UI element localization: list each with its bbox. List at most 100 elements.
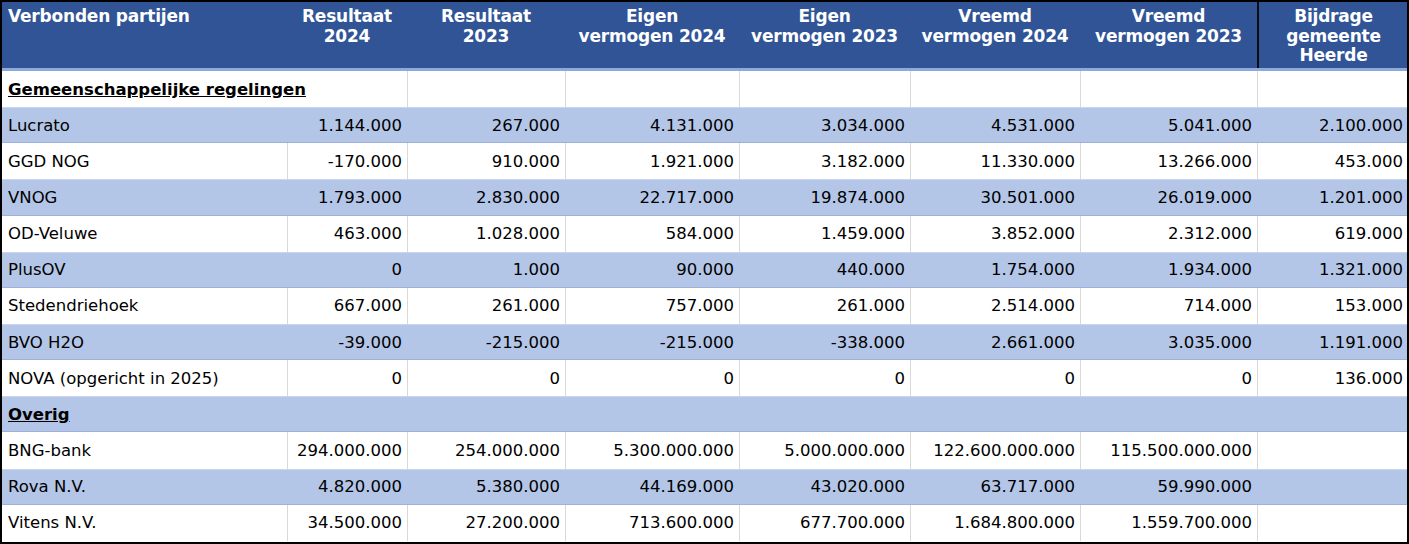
table-row-bvo-h2o: BVO H2O-39.000-215.000-215.000-338.0002.… bbox=[2, 324, 1407, 360]
value-cell-vreemd-vermogen-2024: 30.501.000 bbox=[910, 180, 1080, 214]
row-label: Vitens N.V. bbox=[2, 505, 287, 541]
section-row-gemeenschappelijke-regelingen: Gemeenschappelijke regelingen bbox=[2, 71, 1407, 107]
value-cell-vreemd-vermogen-2023: 0 bbox=[1080, 360, 1257, 396]
value-cell-eigen-vermogen-2024: 757.000 bbox=[565, 288, 739, 324]
value-cell-vreemd-vermogen-2023: 3.035.000 bbox=[1080, 325, 1257, 359]
value-cell-resultaat-2024: 4.820.000 bbox=[287, 470, 407, 504]
empty-cell bbox=[910, 397, 1080, 431]
value-cell-vreemd-vermogen-2024: 122.600.000.000 bbox=[910, 432, 1080, 468]
value-cell-eigen-vermogen-2024: 4.131.000 bbox=[565, 108, 739, 142]
section-label: Overig bbox=[2, 397, 407, 431]
value-cell-resultaat-2023: -215.000 bbox=[407, 325, 565, 359]
empty-cell bbox=[1080, 71, 1257, 107]
table-row-stedendriehoek: Stedendriehoek667.000261.000757.000261.0… bbox=[2, 288, 1407, 324]
column-header-vreemd-vermogen-2024: Vreemd vermogen 2024 bbox=[910, 2, 1080, 68]
value-cell-resultaat-2024: 294.000.000 bbox=[287, 432, 407, 468]
value-cell-bijdrage-gemeente-heerde bbox=[1257, 432, 1408, 468]
table-row-lucrato: Lucrato1.144.000267.0004.131.0003.034.00… bbox=[2, 107, 1407, 143]
value-cell-bijdrage-gemeente-heerde bbox=[1257, 505, 1408, 541]
table-row-vitens-n-v: Vitens N.V.34.500.00027.200.000713.600.0… bbox=[2, 505, 1407, 541]
value-cell-vreemd-vermogen-2023: 26.019.000 bbox=[1080, 180, 1257, 214]
table-row-od-veluwe: OD-Veluwe463.0001.028.000584.0001.459.00… bbox=[2, 216, 1407, 252]
value-cell-eigen-vermogen-2023: 5.000.000.000 bbox=[739, 432, 910, 468]
value-cell-vreemd-vermogen-2024: 63.717.000 bbox=[910, 470, 1080, 504]
column-header-eigen-vermogen-2024: Eigen vermogen 2024 bbox=[565, 2, 739, 68]
value-cell-resultaat-2024: 1.144.000 bbox=[287, 108, 407, 142]
value-cell-bijdrage-gemeente-heerde: 2.100.000 bbox=[1257, 108, 1408, 142]
table-header-row: Verbonden partijenResultaat 2024Resultaa… bbox=[2, 2, 1407, 71]
value-cell-vreemd-vermogen-2024: 1.754.000 bbox=[910, 253, 1080, 287]
value-cell-vreemd-vermogen-2023: 714.000 bbox=[1080, 288, 1257, 324]
value-cell-vreemd-vermogen-2024: 11.330.000 bbox=[910, 143, 1080, 179]
empty-cell bbox=[565, 71, 739, 107]
value-cell-eigen-vermogen-2024: 713.600.000 bbox=[565, 505, 739, 541]
value-cell-eigen-vermogen-2023: 261.000 bbox=[739, 288, 910, 324]
value-cell-vreemd-vermogen-2024: 4.531.000 bbox=[910, 108, 1080, 142]
value-cell-eigen-vermogen-2024: 5.300.000.000 bbox=[565, 432, 739, 468]
value-cell-vreemd-vermogen-2023: 1.559.700.000 bbox=[1080, 505, 1257, 541]
empty-cell bbox=[739, 397, 910, 431]
value-cell-resultaat-2024: 0 bbox=[287, 253, 407, 287]
row-label: Stedendriehoek bbox=[2, 288, 287, 324]
value-cell-vreemd-vermogen-2024: 1.684.800.000 bbox=[910, 505, 1080, 541]
value-cell-eigen-vermogen-2023: 43.020.000 bbox=[739, 470, 910, 504]
section-label-text: Overig bbox=[8, 405, 70, 424]
empty-cell bbox=[910, 71, 1080, 107]
row-label: BVO H2O bbox=[2, 325, 287, 359]
column-header-verbonden-partijen: Verbonden partijen bbox=[2, 2, 287, 68]
empty-cell bbox=[565, 397, 739, 431]
value-cell-eigen-vermogen-2024: 22.717.000 bbox=[565, 180, 739, 214]
value-cell-vreemd-vermogen-2024: 2.661.000 bbox=[910, 325, 1080, 359]
value-cell-eigen-vermogen-2024: 1.921.000 bbox=[565, 143, 739, 179]
value-cell-eigen-vermogen-2024: 584.000 bbox=[565, 216, 739, 252]
value-cell-resultaat-2024: -170.000 bbox=[287, 143, 407, 179]
row-label: PlusOV bbox=[2, 253, 287, 287]
value-cell-resultaat-2023: 0 bbox=[407, 360, 565, 396]
value-cell-bijdrage-gemeente-heerde bbox=[1257, 470, 1408, 504]
empty-cell bbox=[407, 71, 565, 107]
value-cell-vreemd-vermogen-2023: 115.500.000.000 bbox=[1080, 432, 1257, 468]
value-cell-resultaat-2023: 254.000.000 bbox=[407, 432, 565, 468]
row-label: Lucrato bbox=[2, 108, 287, 142]
value-cell-eigen-vermogen-2024: 0 bbox=[565, 360, 739, 396]
empty-cell bbox=[1080, 397, 1257, 431]
value-cell-bijdrage-gemeente-heerde: 136.000 bbox=[1257, 360, 1408, 396]
value-cell-vreemd-vermogen-2023: 2.312.000 bbox=[1080, 216, 1257, 252]
column-header-eigen-vermogen-2023: Eigen vermogen 2023 bbox=[739, 2, 910, 68]
section-label-text: Gemeenschappelijke regelingen bbox=[8, 80, 306, 99]
value-cell-eigen-vermogen-2024: 44.169.000 bbox=[565, 470, 739, 504]
table-row-rova-n-v: Rova N.V.4.820.0005.380.00044.169.00043.… bbox=[2, 469, 1407, 505]
value-cell-vreemd-vermogen-2023: 5.041.000 bbox=[1080, 108, 1257, 142]
empty-cell bbox=[407, 397, 565, 431]
value-cell-resultaat-2024: 667.000 bbox=[287, 288, 407, 324]
empty-cell bbox=[739, 71, 910, 107]
value-cell-eigen-vermogen-2023: 440.000 bbox=[739, 253, 910, 287]
table-row-ggd-nog: GGD NOG-170.000910.0001.921.0003.182.000… bbox=[2, 143, 1407, 179]
value-cell-eigen-vermogen-2023: 1.459.000 bbox=[739, 216, 910, 252]
value-cell-vreemd-vermogen-2024: 2.514.000 bbox=[910, 288, 1080, 324]
row-label: GGD NOG bbox=[2, 143, 287, 179]
value-cell-resultaat-2023: 2.830.000 bbox=[407, 180, 565, 214]
column-header-resultaat-2024: Resultaat 2024 bbox=[287, 2, 407, 68]
value-cell-eigen-vermogen-2023: 0 bbox=[739, 360, 910, 396]
empty-cell bbox=[1257, 71, 1408, 107]
value-cell-eigen-vermogen-2023: -338.000 bbox=[739, 325, 910, 359]
value-cell-resultaat-2023: 1.000 bbox=[407, 253, 565, 287]
value-cell-resultaat-2023: 261.000 bbox=[407, 288, 565, 324]
value-cell-vreemd-vermogen-2023: 59.990.000 bbox=[1080, 470, 1257, 504]
section-label: Gemeenschappelijke regelingen bbox=[2, 71, 407, 107]
value-cell-vreemd-vermogen-2023: 1.934.000 bbox=[1080, 253, 1257, 287]
value-cell-resultaat-2023: 27.200.000 bbox=[407, 505, 565, 541]
empty-cell bbox=[1257, 397, 1408, 431]
value-cell-bijdrage-gemeente-heerde: 1.321.000 bbox=[1257, 253, 1408, 287]
table-row-bng-bank: BNG-bank294.000.000254.000.0005.300.000.… bbox=[2, 432, 1407, 468]
row-label: OD-Veluwe bbox=[2, 216, 287, 252]
table-body: Gemeenschappelijke regelingen Lucrato1.14… bbox=[2, 71, 1407, 541]
value-cell-resultaat-2023: 5.380.000 bbox=[407, 470, 565, 504]
value-cell-eigen-vermogen-2023: 677.700.000 bbox=[739, 505, 910, 541]
value-cell-resultaat-2023: 910.000 bbox=[407, 143, 565, 179]
verbonden-partijen-table: Verbonden partijenResultaat 2024Resultaa… bbox=[0, 0, 1409, 544]
row-label: NOVA (opgericht in 2025) bbox=[2, 360, 287, 396]
value-cell-vreemd-vermogen-2024: 3.852.000 bbox=[910, 216, 1080, 252]
value-cell-resultaat-2023: 1.028.000 bbox=[407, 216, 565, 252]
